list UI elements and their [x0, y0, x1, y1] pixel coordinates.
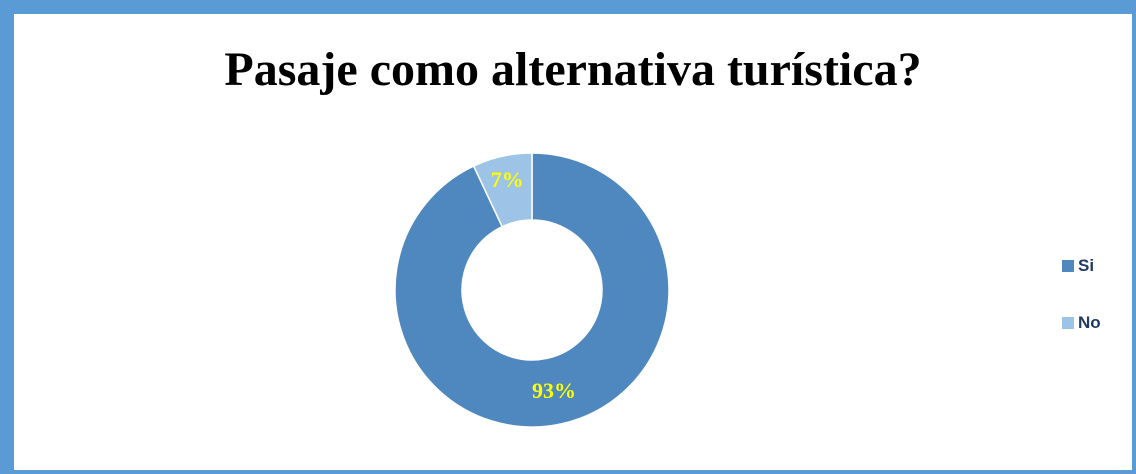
- legend-item-si: Si: [1062, 256, 1101, 276]
- chart-title: Pasaje como alternativa turística?: [224, 43, 922, 96]
- legend: Si No: [1062, 256, 1101, 370]
- legend-label-si: Si: [1078, 256, 1095, 275]
- slice-no: [472, 152, 533, 228]
- slice-label-si: 93%: [532, 378, 576, 403]
- slice-label-no: 7%: [491, 167, 524, 192]
- legend-item-no: No: [1062, 313, 1101, 333]
- legend-swatch-si: [1062, 260, 1074, 272]
- legend-label-no: No: [1078, 313, 1101, 332]
- slice-si: [394, 152, 670, 428]
- legend-swatch-no: [1062, 317, 1074, 329]
